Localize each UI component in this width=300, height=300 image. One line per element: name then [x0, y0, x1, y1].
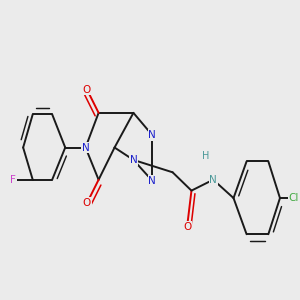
Text: N: N [148, 176, 156, 186]
Text: N: N [209, 175, 217, 185]
Text: N: N [82, 142, 89, 152]
Text: F: F [10, 175, 16, 185]
Text: Cl: Cl [289, 193, 299, 203]
Text: N: N [148, 130, 156, 140]
Text: O: O [83, 85, 91, 94]
Text: N: N [130, 155, 137, 165]
Text: O: O [183, 222, 191, 232]
Text: O: O [83, 198, 91, 208]
Text: H: H [202, 152, 210, 161]
